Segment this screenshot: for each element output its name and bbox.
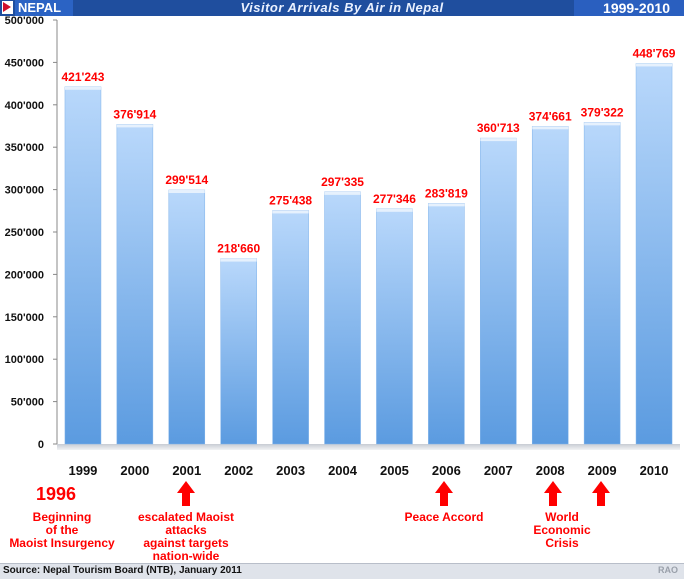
data-label-2010: 448'769 bbox=[633, 46, 676, 60]
bar-top-2009 bbox=[584, 122, 621, 126]
data-label-1999: 421'243 bbox=[62, 70, 105, 84]
credit-label: RAO bbox=[658, 565, 678, 575]
bar-2010 bbox=[635, 63, 673, 445]
chart-floor bbox=[57, 444, 680, 450]
data-label-2001: 299'514 bbox=[165, 173, 208, 187]
bar-2008 bbox=[531, 126, 569, 445]
crisis-line-3: Crisis bbox=[545, 536, 579, 550]
x-tick-label-2009: 2009 bbox=[588, 463, 617, 478]
years-box bbox=[574, 0, 684, 16]
data-label-2006: 283'819 bbox=[425, 186, 468, 200]
country-box bbox=[15, 0, 73, 16]
data-label-2004: 297'335 bbox=[321, 175, 364, 189]
data-label-2007: 360'713 bbox=[477, 121, 520, 135]
data-label-2003: 275'438 bbox=[269, 193, 312, 207]
bar-1999 bbox=[64, 86, 102, 445]
peace-annotation: Peace Accord bbox=[404, 510, 484, 524]
bar-top-2003 bbox=[272, 210, 309, 214]
years-label: 1999-2010 bbox=[603, 0, 670, 16]
bar-2007 bbox=[480, 137, 517, 445]
x-tick-label-1999: 1999 bbox=[68, 463, 97, 478]
maoist-line-3: against targets bbox=[143, 536, 229, 550]
x-tick-label-2000: 2000 bbox=[120, 463, 149, 478]
data-label-2005: 277'346 bbox=[373, 192, 416, 206]
y-tick-label: 150'000 bbox=[5, 312, 44, 324]
insurgency-line-3: Maoist Insurgency bbox=[9, 536, 115, 550]
bar-2000 bbox=[116, 124, 154, 445]
bar-2001 bbox=[168, 189, 206, 445]
bar-2003 bbox=[272, 210, 309, 445]
bar-chart: 0 50'000 100'000 150'000 200'000 250'000 300'0… bbox=[5, 16, 680, 478]
x-tick-label-2002: 2002 bbox=[224, 463, 253, 478]
x-tick-label-2003: 2003 bbox=[276, 463, 305, 478]
bar-2005 bbox=[376, 208, 413, 445]
y-tick-label: 100'000 bbox=[5, 354, 44, 366]
bar-2009 bbox=[583, 122, 621, 445]
bar-2002 bbox=[220, 258, 257, 445]
bar-top-2008 bbox=[532, 126, 569, 130]
x-tick-label-2008: 2008 bbox=[536, 463, 565, 478]
x-tick-label-2010: 2010 bbox=[640, 463, 669, 478]
bar-top-2000 bbox=[116, 124, 153, 128]
bar-top-2007 bbox=[480, 138, 517, 142]
insurgency-line-1: Beginning bbox=[32, 510, 92, 524]
nepal-flag-icon bbox=[2, 1, 13, 14]
x-tick-label-2006: 2006 bbox=[432, 463, 461, 478]
bar-top-2006 bbox=[428, 203, 465, 207]
data-label-2009: 379'322 bbox=[581, 105, 624, 119]
y-tick-label: 450'000 bbox=[5, 57, 44, 69]
insurgency-line-2: of the bbox=[45, 523, 79, 537]
y-tick-label: 400'000 bbox=[5, 100, 44, 112]
arrow-2008-icon bbox=[544, 481, 562, 507]
x-tick-label-2004: 2004 bbox=[328, 463, 358, 478]
insurgency-annotation: Beginning of the Maoist Insurgency bbox=[0, 511, 124, 550]
x-tick-label-2007: 2007 bbox=[484, 463, 513, 478]
maoist-line-2: attacks bbox=[165, 523, 207, 537]
data-label-2000: 376'914 bbox=[113, 107, 156, 121]
x-tick-label-2001: 2001 bbox=[172, 463, 201, 478]
maoist-line-4: nation-wide bbox=[152, 549, 220, 563]
arrow-2006-icon bbox=[435, 481, 453, 507]
y-tick-label: 300'000 bbox=[5, 185, 44, 197]
chart-title: Visitor Arrivals By Air in Nepal bbox=[240, 0, 444, 15]
bar-top-2002 bbox=[220, 258, 257, 262]
x-tick-label-2005: 2005 bbox=[380, 463, 409, 478]
title-bar: NEPAL Visitor Arrivals By Air in Nepal 1… bbox=[0, 0, 684, 16]
bar-top-2001 bbox=[168, 190, 205, 194]
crisis-line-2: Economic bbox=[533, 523, 591, 537]
country-label: NEPAL bbox=[18, 0, 62, 15]
bar-top-2010 bbox=[636, 63, 673, 67]
footer: Source: Nepal Tourism Board (NTB), Janua… bbox=[0, 563, 684, 579]
data-label-2002: 218'660 bbox=[217, 242, 260, 256]
y-tick-label: 50'000 bbox=[11, 397, 44, 409]
data-label-2008: 374'661 bbox=[529, 109, 572, 123]
y-tick-label: 250'000 bbox=[5, 227, 44, 239]
crisis-line-1: World bbox=[545, 510, 579, 524]
bar-top-1999 bbox=[64, 86, 101, 90]
crisis-annotation: World Economic Crisis bbox=[522, 511, 602, 550]
y-tick-label: 500'000 bbox=[5, 16, 44, 27]
bar-2004 bbox=[324, 191, 361, 445]
y-tick-label: 200'000 bbox=[5, 269, 44, 281]
arrow-2001-icon bbox=[177, 481, 195, 507]
arrow-2009-icon bbox=[592, 481, 610, 507]
maoist-line-1: escalated Maoist bbox=[137, 510, 235, 524]
bar-top-2005 bbox=[376, 208, 413, 212]
source-note: Source: Nepal Tourism Board (NTB), Janua… bbox=[3, 565, 242, 576]
maoist-annotation: escalated Maoist attacks against targets… bbox=[122, 511, 250, 563]
y-tick-label: 0 bbox=[38, 439, 44, 451]
year-1996-label: 1996 bbox=[36, 484, 77, 504]
bar-2006 bbox=[428, 203, 465, 445]
y-tick-label: 350'000 bbox=[5, 142, 44, 154]
bar-top-2004 bbox=[324, 191, 361, 195]
